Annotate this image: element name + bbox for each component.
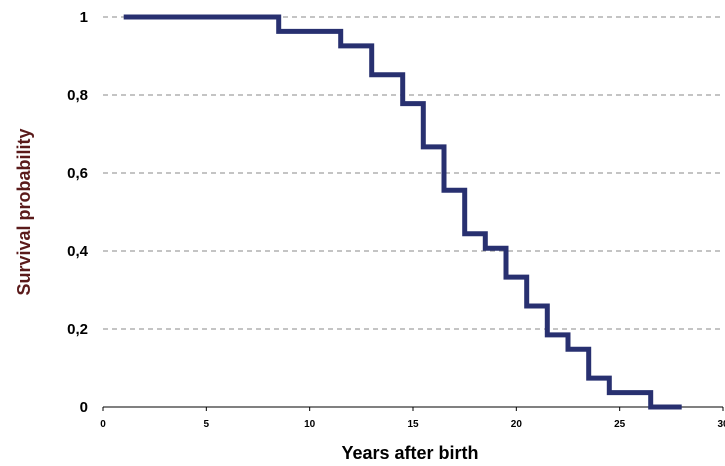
gridlines <box>103 16 723 330</box>
x-tick-label-4: 20 <box>511 419 523 430</box>
x-tick-marks <box>102 407 724 411</box>
x-tick-label-1: 5 <box>204 419 210 430</box>
series-layer <box>123 14 682 410</box>
y-tick-label-1: 0,2 <box>67 321 88 338</box>
y-tick-label-2: 0,4 <box>67 243 89 260</box>
y-tick-labels: 0 0,2 0,4 0,6 0,8 1 <box>67 9 89 416</box>
y-axis-title: Survival probability <box>14 128 34 295</box>
y-tick-label-0: 0 <box>80 399 88 416</box>
x-axis-title: Years after birth <box>341 443 478 463</box>
y-tick-label-3: 0,6 <box>67 165 88 182</box>
x-tick-label-5: 25 <box>614 419 626 430</box>
series-line-0 <box>123 14 682 410</box>
x-tick-label-2: 10 <box>304 419 316 430</box>
x-tick-label-0: 0 <box>100 419 106 430</box>
x-tick-labels: 0 5 10 15 20 25 30 <box>100 419 725 430</box>
x-tick-label-3: 15 <box>407 419 419 430</box>
y-tick-label-4: 0,8 <box>67 87 88 104</box>
y-tick-label-5: 1 <box>80 9 88 26</box>
x-tick-label-6: 30 <box>717 419 725 430</box>
